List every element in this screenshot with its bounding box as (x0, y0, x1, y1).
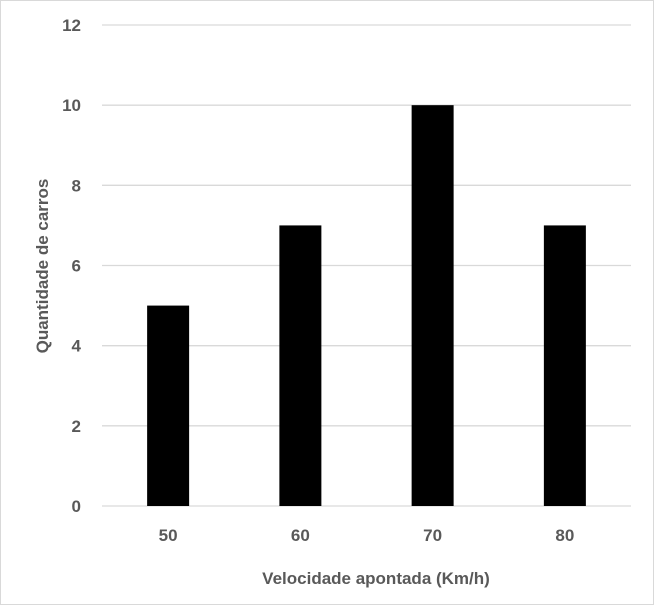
bars (147, 105, 586, 507)
bar-60 (279, 225, 322, 506)
x-tick-label: 60 (291, 526, 310, 545)
grid-lines (102, 24, 631, 507)
x-tick-label: 70 (423, 526, 442, 545)
y-tick-label: 0 (72, 497, 81, 516)
x-tick-labels: 50 60 70 80 (159, 526, 575, 545)
bar-80 (543, 225, 586, 506)
bar-70 (411, 105, 454, 507)
bar-50 (147, 305, 190, 506)
y-tick-label: 8 (72, 176, 81, 195)
x-tick-label: 50 (159, 526, 178, 545)
y-tick-labels: 0 2 4 6 8 10 12 (62, 16, 81, 516)
x-tick-label: 80 (555, 526, 574, 545)
y-tick-label: 2 (72, 417, 81, 436)
y-tick-label: 12 (62, 16, 81, 35)
y-axis-title: Quantidade de carros (33, 179, 52, 354)
x-axis-title: Velocidade apontada (Km/h) (262, 569, 490, 588)
y-tick-label: 6 (72, 257, 81, 276)
y-tick-label: 10 (62, 96, 81, 115)
y-tick-label: 4 (72, 337, 82, 356)
